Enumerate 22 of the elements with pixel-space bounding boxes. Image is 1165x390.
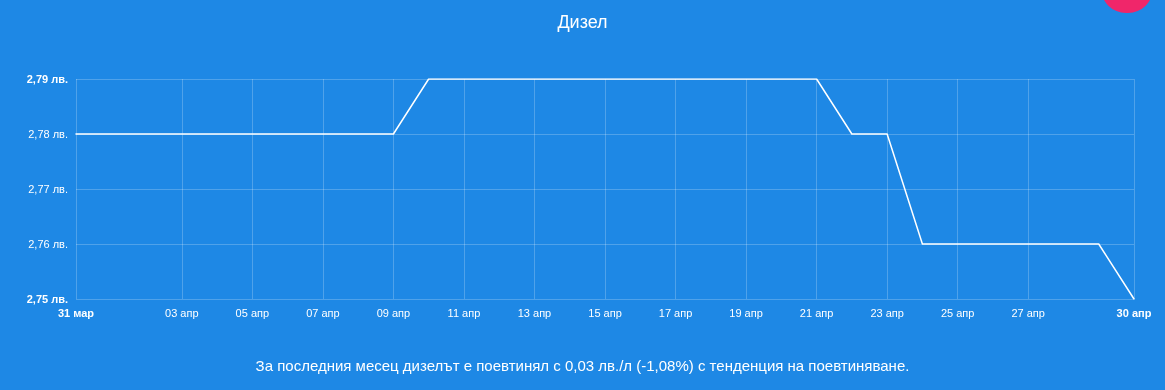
x-tick-label: 25 апр (940, 306, 975, 319)
y-tick-label: 2,75 лв. (26, 293, 68, 305)
y-tick-label: 2,78 лв. (28, 128, 68, 140)
x-tick-label: 27 апр (1011, 306, 1045, 319)
x-tick-label: 03 апр (165, 306, 199, 319)
x-tick-label: 21 апр (799, 306, 834, 319)
x-tick-label: 17 апр (658, 306, 693, 319)
x-tick-label: 09 апр (376, 306, 411, 319)
x-tick-label: 23 апр (870, 306, 904, 319)
x-tick-label: 13 апр (517, 306, 552, 319)
x-tick-label: 11 апр (447, 306, 481, 319)
x-tick-label: 31 мар (57, 306, 95, 319)
x-tick-label: 05 апр (235, 306, 270, 319)
x-tick-label: 15 апр (588, 306, 622, 319)
y-tick-label: 2,79 лв. (26, 73, 68, 85)
y-tick-label: 2,76 лв. (28, 238, 68, 250)
x-tick-label: 07 апр (306, 306, 340, 319)
x-tick-label: 19 апр (729, 306, 763, 319)
chart-title: Дизел (557, 12, 608, 32)
x-tick-label: 30 апр (1116, 306, 1152, 319)
y-tick-label: 2,77 лв. (28, 183, 68, 195)
text: За последния месец дизелът е поевтинял с 0,03 лв./л (-1,08%) с тенденция на поевтиняване. (255, 357, 910, 374)
